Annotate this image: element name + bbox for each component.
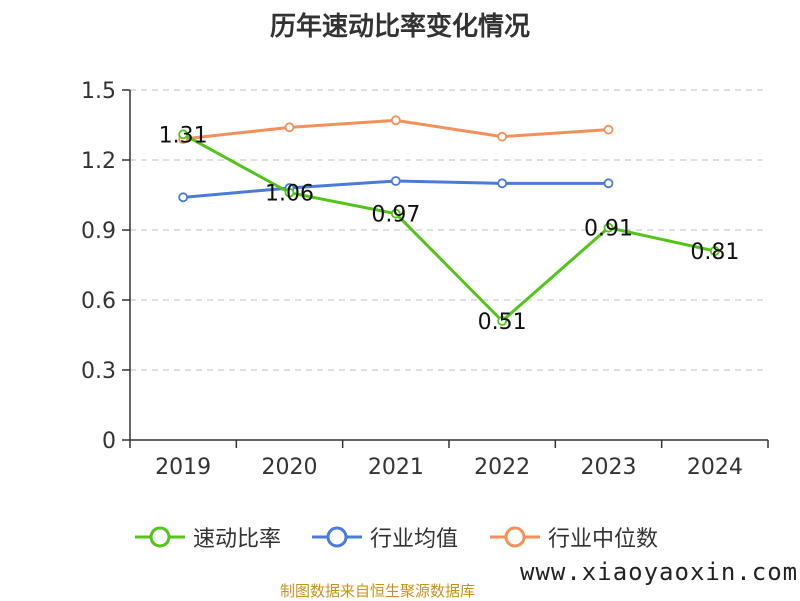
y-tick-label: 0	[102, 429, 116, 454]
source-note: 制图数据来自恒生聚源数据库	[280, 582, 476, 600]
data-point	[603, 178, 614, 189]
data-label-layer: 1.31 1.06 0.97 0.51 0.91 0.81	[159, 123, 740, 335]
data-point	[390, 176, 401, 186]
data-label: 0.97	[371, 203, 420, 228]
data-point	[390, 208, 401, 219]
x-tick-label: 2021	[368, 455, 424, 480]
data-label: 0.51	[478, 310, 527, 335]
data-point	[284, 187, 295, 198]
legend-label: 行业中位数	[548, 527, 659, 552]
data-point	[497, 178, 508, 189]
data-point	[709, 246, 720, 256]
axis-layer: 0 0.3 0.6 0.9 1.2 1.5 2019 2020 2021 2022 2023 2024	[81, 79, 769, 480]
y-tick-label: 0.9	[81, 219, 116, 244]
legend-line-icon	[135, 526, 185, 548]
data-point	[603, 222, 614, 233]
y-tick-label: 1.5	[81, 79, 116, 104]
legend-item-quick-ratio[interactable]: 速动比率	[135, 520, 281, 554]
data-label: 1.31	[159, 123, 208, 148]
x-tick-label: 2022	[474, 455, 530, 480]
x-tick-label: 2020	[262, 455, 318, 480]
data-point	[497, 316, 508, 326]
y-tick-label: 0.6	[81, 289, 116, 314]
y-tick-label: 1.2	[81, 149, 116, 174]
data-point	[284, 122, 295, 133]
data-point	[178, 192, 189, 203]
y-tick-label: 0.3	[81, 359, 116, 384]
chart-title: 历年速动比率变化情况	[269, 12, 530, 42]
grid-layer	[130, 89, 768, 371]
data-point	[390, 115, 401, 126]
data-label: 1.06	[265, 182, 314, 207]
watermark: www.xiaoyaoxin.com	[520, 558, 799, 586]
legend-label: 速动比率	[193, 527, 282, 552]
data-label: 0.91	[584, 217, 633, 242]
legend-item-industry-mean[interactable]: 行业均值	[312, 520, 458, 554]
data-point	[497, 131, 508, 142]
x-tick-label: 2023	[581, 455, 637, 480]
series-layer	[178, 115, 720, 326]
series-line	[182, 133, 716, 323]
data-point	[178, 129, 189, 140]
x-tick-label: 2024	[687, 455, 743, 480]
legend-label: 行业均值	[370, 527, 459, 552]
legend-line-icon	[490, 526, 540, 548]
data-label: 0.81	[690, 240, 739, 265]
legend-line-icon	[312, 526, 362, 548]
legend-item-industry-median[interactable]: 行业中位数	[490, 520, 658, 554]
legend: 速动比率 行业均值 行业中位数	[0, 520, 800, 554]
data-point	[603, 124, 614, 135]
x-tick-label: 2019	[155, 455, 211, 480]
